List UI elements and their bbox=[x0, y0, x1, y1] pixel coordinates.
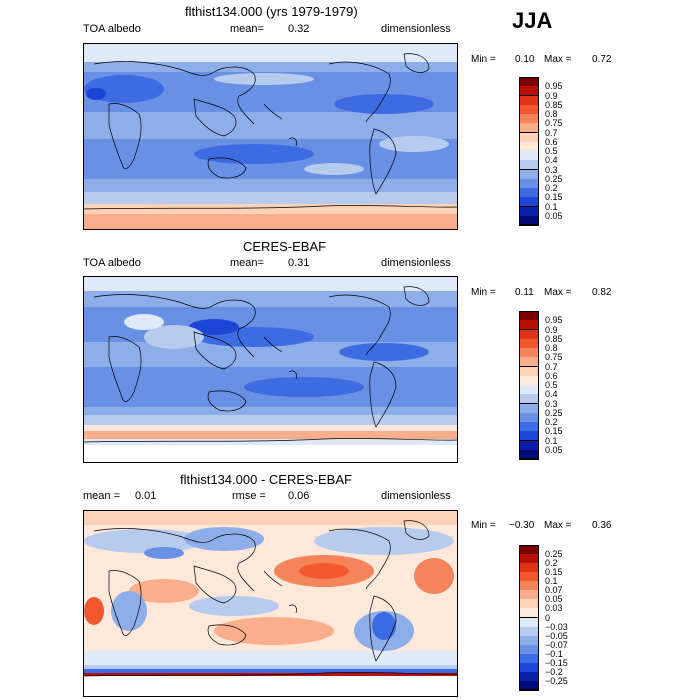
panel3-coastlines bbox=[84, 520, 457, 677]
panel1-max-value: 0.72 bbox=[592, 54, 612, 65]
panel3-mean-label: mean = bbox=[83, 490, 120, 502]
colorbar-level-label: −0.2 bbox=[545, 666, 563, 677]
colorbar-level-label: 0.3 bbox=[545, 164, 558, 175]
colorbar-level-label: 0.6 bbox=[545, 370, 558, 381]
colorbar-swatch bbox=[519, 680, 539, 691]
colorbar-level-label: 0.4 bbox=[545, 155, 558, 166]
panel3-title: flthist134.000 - CERES-EBAF bbox=[180, 472, 352, 487]
panel2-variable-label: TOA albedo bbox=[83, 257, 141, 269]
panel2-title: CERES-EBAF bbox=[243, 239, 327, 254]
colorbar-level-label: 0.15 bbox=[545, 192, 563, 203]
colorbar-level-label: 0.1 bbox=[545, 576, 558, 587]
colorbar-level-label: 0.05 bbox=[545, 594, 563, 605]
colorbar-level-label: 0.7 bbox=[545, 127, 558, 138]
colorbar-level-label: −0.03 bbox=[545, 621, 568, 632]
colorbar-level-label: 0.25 bbox=[545, 549, 563, 560]
colorbar-level-label: 0.75 bbox=[545, 352, 563, 363]
colorbar-level-label: 0.7 bbox=[545, 361, 558, 372]
panel2-mean-label: mean= bbox=[230, 257, 264, 269]
colorbar-level-label: 0.4 bbox=[545, 389, 558, 400]
panel3-rmse-value: 0.06 bbox=[288, 490, 310, 502]
colorbar-level-label: −0.05 bbox=[545, 630, 568, 641]
colorbar-level-label: 0.2 bbox=[545, 558, 558, 569]
panel3-units: dimensionless bbox=[381, 490, 451, 502]
colorbar-level-label: 0.25 bbox=[545, 173, 563, 184]
panel3-colorbar: 0.25 0.2 0.15 0.1 0.07 0.05 0.03 0 −0.03 −0.05 −0.… bbox=[519, 545, 568, 691]
colorbar-level-label: −0.07 bbox=[545, 639, 568, 650]
panel1-max-label: Max = bbox=[544, 54, 572, 65]
colorbar-level-label: 0.6 bbox=[545, 136, 558, 147]
colorbar-level-label: 0.05 bbox=[545, 210, 563, 221]
panel2-colorbar: 0.95 0.9 0.85 0.8 0.75 0.7 0.6 0.5 0.4 0.3 0.25 0.2… bbox=[519, 311, 563, 460]
panel3-mean-value: 0.01 bbox=[135, 490, 157, 502]
colorbar-level-label: 0.8 bbox=[545, 109, 558, 119]
panel3-min-label: Min = bbox=[471, 520, 496, 531]
panel3-map bbox=[83, 510, 458, 697]
colorbar-level-label: 0.2 bbox=[545, 183, 558, 193]
colorbar-level-label: −0.15 bbox=[545, 657, 568, 668]
colorbar-level-label: −0.1 bbox=[545, 648, 563, 659]
panel3-min-value: −0.30 bbox=[509, 520, 535, 531]
panel2-min-value: 0.11 bbox=[515, 287, 534, 298]
colorbar-level-label: 0.15 bbox=[545, 567, 563, 578]
colorbar-level-label: 0.85 bbox=[545, 99, 563, 110]
colorbar-level-label: 0.1 bbox=[545, 435, 558, 446]
panel2-units: dimensionless bbox=[381, 257, 451, 269]
colorbar-level-label: 0.5 bbox=[545, 380, 558, 390]
colorbar-level-label: 0.5 bbox=[545, 146, 558, 156]
panel1-min-value: 0.10 bbox=[515, 54, 535, 65]
colorbar-level-label: 0.95 bbox=[545, 81, 563, 92]
panel2-max-label: Max = bbox=[544, 287, 572, 298]
panel3-rmse-label: rmse = bbox=[232, 490, 266, 502]
colorbar-swatch bbox=[519, 449, 539, 460]
colorbar-level-label: 0 bbox=[545, 612, 551, 623]
panel1-units: dimensionless bbox=[381, 23, 451, 35]
panel2-min-label: Min = bbox=[471, 287, 496, 298]
panel3-max-value: 0.36 bbox=[592, 520, 612, 531]
panel2-map bbox=[83, 276, 458, 463]
panel2-coastlines bbox=[84, 286, 457, 443]
colorbar-level-label: 0.2 bbox=[545, 417, 558, 427]
panel2-field bbox=[84, 277, 457, 462]
panel2-max-value: 0.82 bbox=[592, 287, 612, 298]
colorbar-level-label: −0.25 bbox=[545, 675, 568, 686]
colorbar-level-label: 0.07 bbox=[545, 585, 563, 596]
panel1-mean-label: mean= bbox=[230, 23, 264, 35]
panel1-title: flthist134.000 (yrs 1979-1979) bbox=[185, 4, 358, 19]
panel1-variable-label: TOA albedo bbox=[83, 23, 141, 35]
panel1-colorbar: 0.95 0.9 0.85 0.8 0.75 0.7 0.6 0.5 0.4 0.3 0.25 0.2… bbox=[519, 77, 563, 226]
colorbar-level-label: 0.3 bbox=[545, 398, 558, 409]
colorbar-level-label: 0.15 bbox=[545, 426, 563, 437]
colorbar-level-label: 0.9 bbox=[545, 90, 558, 101]
colorbar-swatch bbox=[519, 215, 539, 226]
panel2-mean-value: 0.31 bbox=[288, 257, 310, 269]
season-label: JJA bbox=[512, 8, 553, 33]
panel3-max-label: Max = bbox=[544, 520, 572, 531]
colorbar-level-label: 0.85 bbox=[545, 333, 563, 344]
panel1-mean-value: 0.32 bbox=[288, 23, 310, 35]
colorbar-level-label: 0.25 bbox=[545, 407, 563, 418]
colorbar-level-label: 0.1 bbox=[545, 201, 558, 212]
colorbar-level-label: 0.8 bbox=[545, 343, 558, 353]
panel1-coastlines bbox=[84, 53, 457, 210]
colorbar-level-label: 0.03 bbox=[545, 603, 563, 614]
colorbar-level-label: 0.9 bbox=[545, 324, 558, 335]
panel3-field bbox=[84, 511, 457, 696]
colorbar-level-label: 0.75 bbox=[545, 118, 563, 129]
colorbar-level-label: 0.95 bbox=[545, 315, 563, 326]
panel1-map bbox=[83, 43, 458, 230]
panel1-min-label: Min = bbox=[471, 54, 496, 65]
colorbar-level-label: 0.05 bbox=[545, 444, 563, 455]
